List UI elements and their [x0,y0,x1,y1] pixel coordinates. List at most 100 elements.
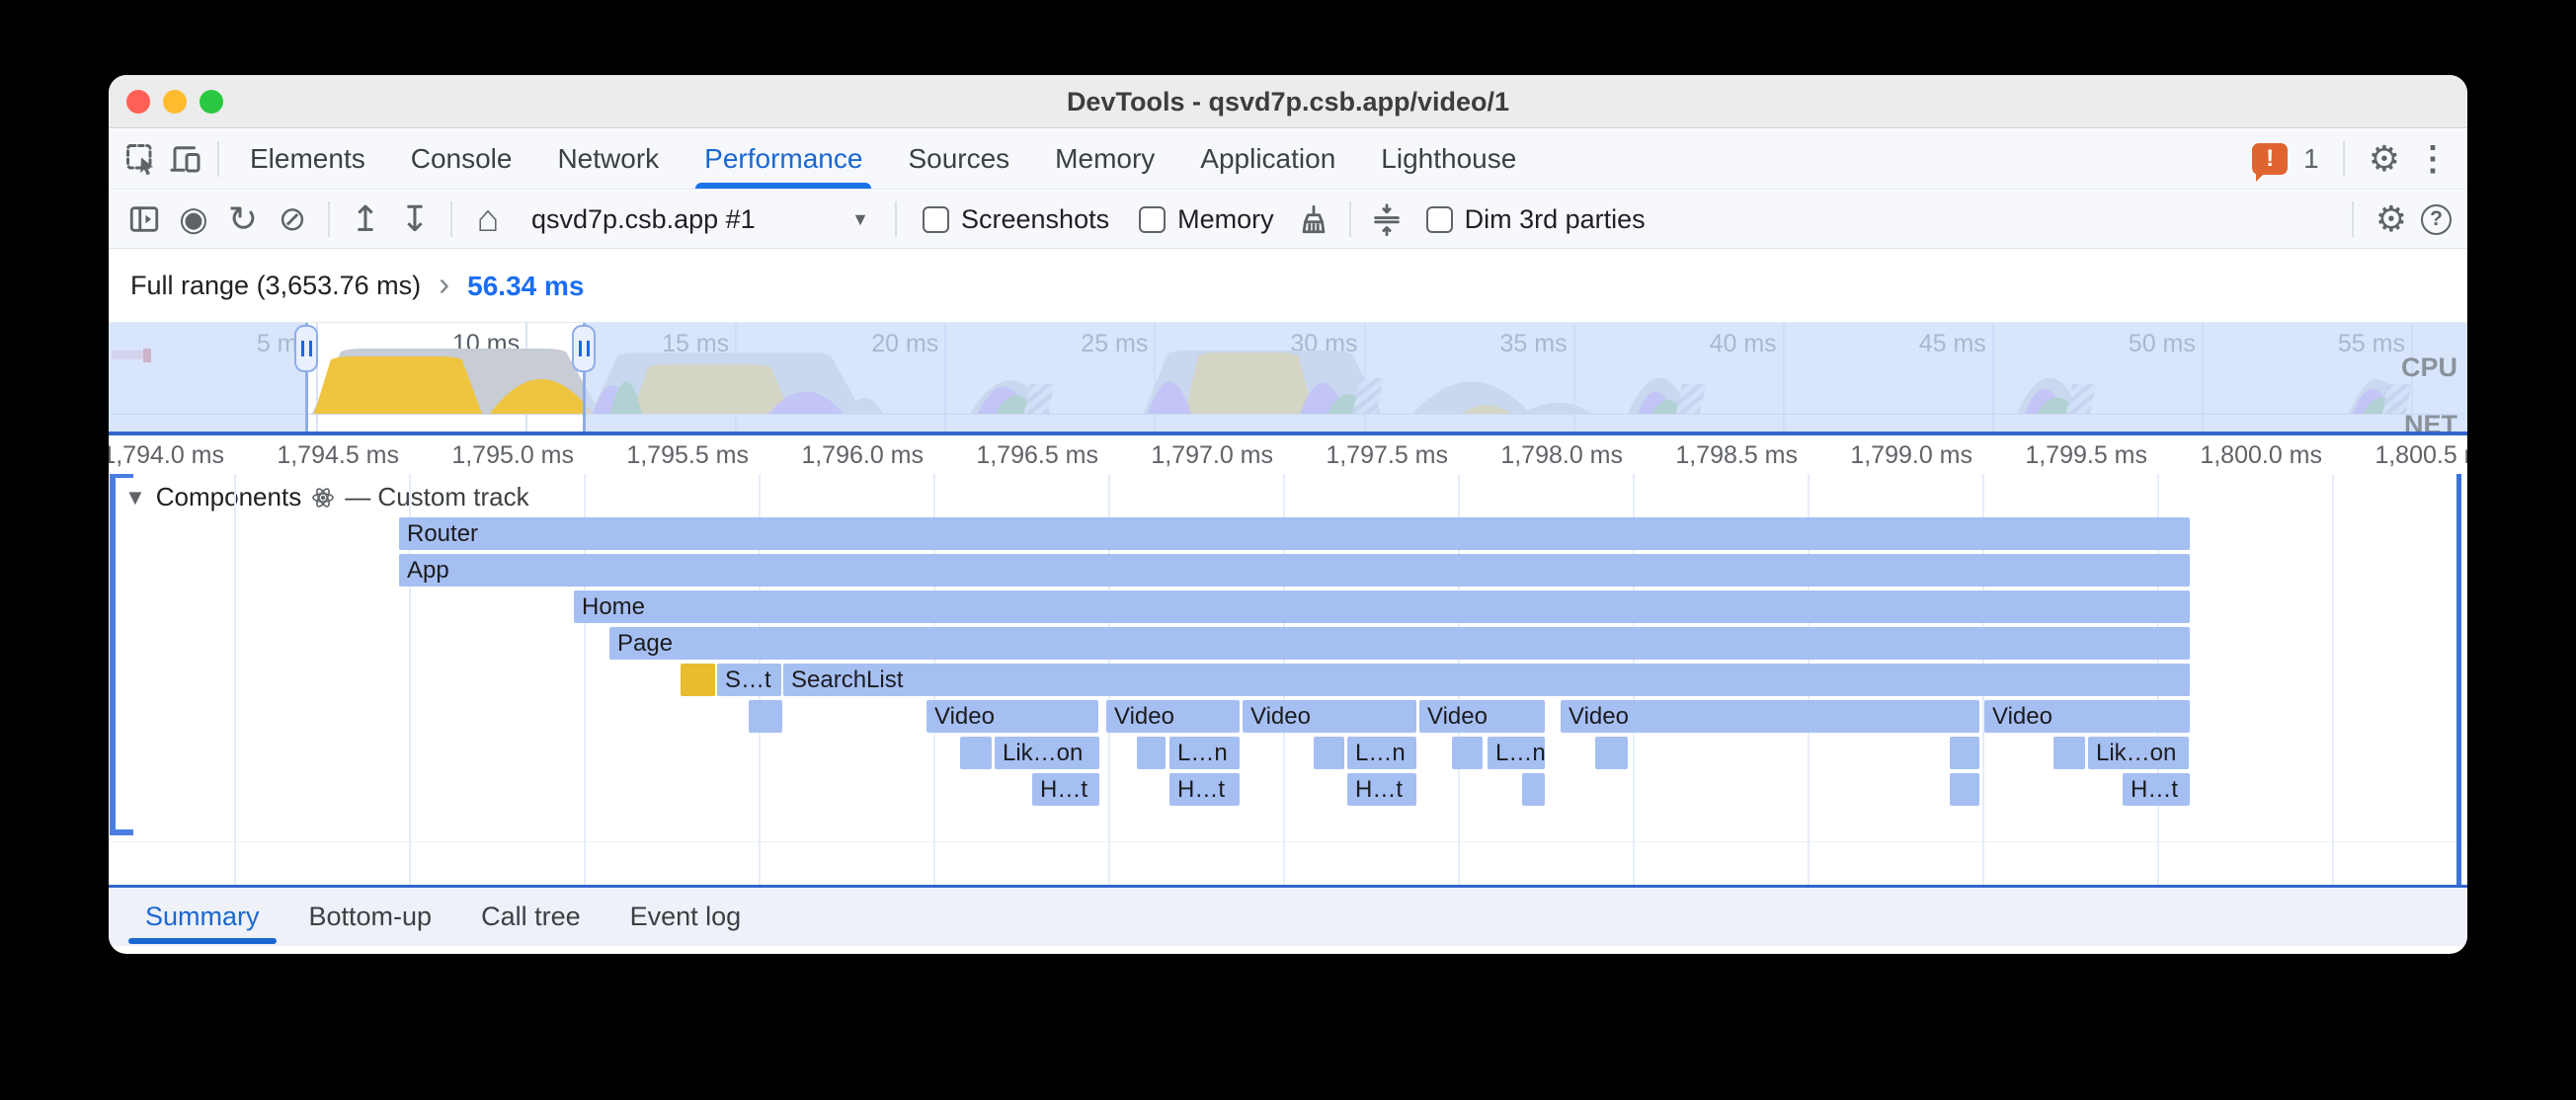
overview-gridline [316,323,318,432]
flame-bar[interactable] [960,737,992,769]
flame-bar-st[interactable]: S…t [717,664,781,696]
checkbox-label: Memory [1177,203,1274,234]
record-icon[interactable]: ◉ [179,200,208,238]
close-window-button[interactable] [126,90,150,114]
flame-bar-ht[interactable]: H…t [1169,773,1240,806]
settings-gear-icon[interactable]: ⚙ [2368,138,2400,179]
flame-bar[interactable] [1595,737,1628,769]
flame-bar-likon[interactable]: Lik…on [995,737,1099,769]
tab-memory[interactable]: Memory [1055,143,1156,174]
tab-console[interactable]: Console [410,143,513,174]
checkbox-box[interactable] [1425,205,1453,233]
cpu-track-label: CPU [2400,353,2457,382]
selection-left-handle[interactable] [294,325,318,372]
flame-bar[interactable] [681,664,715,696]
flame-bar-video[interactable]: Video [1243,700,1416,733]
flame-bar-video[interactable]: Video [1984,700,2190,733]
overview-dim-right [584,323,2467,432]
flame-bar[interactable] [1452,737,1483,769]
ruler-tick-label: 1,794.5 ms [277,441,399,469]
flame-bar-router[interactable]: Router [399,517,2190,550]
flame-bar-page[interactable]: Page [609,627,2190,660]
flame-bar[interactable] [1950,737,1979,769]
download-profile-icon[interactable]: ↧ [399,198,431,239]
flame-bar[interactable] [1137,737,1166,769]
breadcrumb-full-range[interactable]: Full range (3,653.76 ms) [130,271,422,300]
flame-bar-video[interactable]: Video [1106,700,1240,733]
ruler-gridline [234,474,236,885]
separator [328,201,330,237]
upload-profile-icon[interactable]: ↥ [350,198,381,239]
selection-right-handle[interactable] [572,325,596,372]
ruler-tick-label: 1,796.5 ms [976,441,1098,469]
flame-bar-searchlist[interactable]: SearchList [783,664,2190,696]
help-icon[interactable]: ? [2421,203,2452,235]
flame-bar[interactable] [749,700,782,733]
ruler-tick-label: 1,797.0 ms [1151,441,1273,469]
flame-bar-ln[interactable]: L…n [1488,737,1545,769]
inspect-element-icon[interactable] [119,136,164,182]
vertical-scrollbar[interactable] [2456,474,2461,885]
screenshots-checkbox[interactable]: Screenshots [911,204,1121,235]
reload-and-record-icon[interactable]: ↻ [227,198,259,239]
zoom-window-button[interactable] [200,90,223,114]
flame-bar-video[interactable]: Video [1419,700,1545,733]
checkbox-box[interactable] [1139,205,1167,233]
checkbox-box[interactable] [923,205,949,233]
track-selection-bracket [110,474,133,835]
issues-icon[interactable]: ! [2252,143,2289,182]
flame-bar-ln[interactable]: L…n [1169,737,1240,769]
flame-bar[interactable] [1314,737,1344,769]
target-selector[interactable]: qsvd7p.csb.app #1 ▼ [516,204,881,235]
flame-bar-ht[interactable]: H…t [1032,773,1099,806]
flame-bar[interactable] [1950,773,1979,806]
device-toolbar-icon[interactable] [164,136,209,182]
more-options-icon[interactable]: ⋮ [2416,140,2450,178]
tabbar-right-controls: ! 1 ⚙ ⋮ [2252,138,2467,182]
bottom-tab-bottom-up[interactable]: Bottom-up [308,902,433,931]
flame-bar[interactable] [1522,773,1545,806]
selection-left-line [305,323,308,432]
tab-network[interactable]: Network [557,143,660,174]
minimize-window-button[interactable] [163,90,187,114]
bottom-tab-event-log[interactable]: Event log [629,902,742,931]
home-icon[interactable]: ⌂ [476,197,500,240]
tab-performance[interactable]: Performance [682,129,885,189]
ignore-listing-icon[interactable] [1365,197,1409,241]
tab-sources[interactable]: Sources [908,143,1010,174]
devtools-tabbar: Elements Console Network Performance Sources… [109,129,2467,190]
components-track-header[interactable]: ▼ Components — Custom track [124,482,529,512]
bottom-tab-call-tree[interactable]: Call tree [481,902,581,931]
separator [450,201,452,237]
ruler-tick-label: 1,795.0 ms [451,441,574,469]
track-bottom-divider [109,841,2467,842]
flame-bar-app[interactable]: App [399,554,2190,587]
track-title: Components [155,482,302,511]
flame-bar-video[interactable]: Video [926,700,1098,733]
tab-application[interactable]: Application [1200,143,1336,174]
tab-elements[interactable]: Elements [250,143,365,174]
bottom-tab-summary[interactable]: Summary [121,888,284,946]
overview-dim-left [109,323,306,432]
capture-settings-gear-icon[interactable]: ⚙ [2375,198,2407,239]
flame-bar-home[interactable]: Home [574,590,2190,623]
flame-bar-video[interactable]: Video [1561,700,1979,733]
breadcrumb-selected-range[interactable]: 56.34 ms [467,270,585,301]
flame-bar-ht[interactable]: H…t [2123,773,2190,806]
dim-3rd-parties-checkbox[interactable]: Dim 3rd parties [1414,204,1657,235]
memory-checkbox[interactable]: Memory [1127,204,1286,235]
flame-bar-likon[interactable]: Lik…on [2088,737,2189,769]
flame-bar-ln[interactable]: L…n [1347,737,1416,769]
selection-top-border [109,432,2467,435]
flame-bar-ht[interactable]: H…t [1347,773,1416,806]
flame-chart[interactable]: ▼ Components — Custom track Router App Hom… [109,474,2467,885]
range-breadcrumb: Full range (3,653.76 ms) › 56.34 ms [109,250,2467,322]
collapse-caret-icon[interactable]: ▼ [124,484,146,510]
tab-lighthouse[interactable]: Lighthouse [1381,143,1517,174]
panel-tab-strip: Elements Console Network Performance Sources… [227,129,1539,189]
toggle-sidebar-icon[interactable] [122,197,166,241]
clear-icon[interactable]: ⊘ [278,200,307,238]
collect-garbage-icon[interactable] [1292,197,1335,241]
flame-bar[interactable] [2053,737,2085,769]
